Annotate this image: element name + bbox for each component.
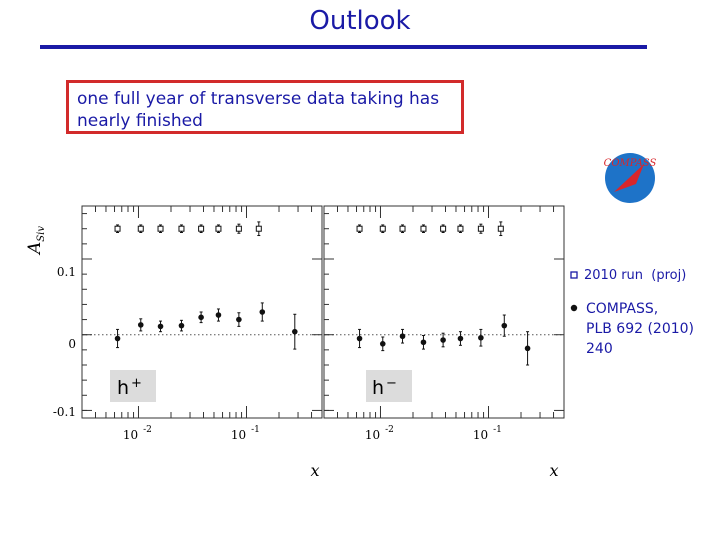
data-point-proj-square bbox=[399, 225, 406, 232]
data-point-proj-square bbox=[114, 225, 121, 232]
legend-filled-circle-marker bbox=[570, 304, 578, 312]
data-point-compass-circle bbox=[501, 322, 508, 329]
panel-label-h-plus: h + bbox=[110, 370, 156, 402]
data-point-compass-circle bbox=[198, 314, 204, 321]
panel-label-text: h − bbox=[372, 376, 397, 399]
slide-title: Outlook bbox=[309, 6, 411, 36]
plot-frame-h- bbox=[323, 205, 565, 419]
x-tick-label-p1-1e-1: 10 -1 bbox=[231, 425, 260, 442]
x-axis-label-panel-1: x bbox=[310, 461, 319, 480]
data-point-proj-square bbox=[477, 225, 484, 232]
x-tick-base: 10 bbox=[231, 428, 246, 442]
legend-label-2010-run: 2010 run (proj) bbox=[584, 268, 686, 283]
data-point-compass-circle bbox=[137, 322, 144, 328]
x-tick-base: 10 bbox=[123, 428, 138, 442]
legend-open-square-marker bbox=[570, 271, 578, 279]
data-point-proj-square bbox=[356, 225, 363, 232]
x-tick-exponent: -2 bbox=[143, 425, 152, 435]
data-point-compass-circle bbox=[379, 341, 386, 347]
legend-label-compass-line-2: PLB 692 (2010) bbox=[586, 321, 694, 337]
plot-frames bbox=[81, 205, 565, 419]
data-point-compass-circle bbox=[457, 335, 464, 342]
data-point-compass-circle bbox=[524, 345, 531, 352]
data-point-proj-square bbox=[235, 225, 242, 232]
compass-needle-icon bbox=[614, 164, 644, 192]
y-axis-label: ASiv bbox=[25, 226, 47, 256]
x-tick-exponent: -1 bbox=[493, 425, 502, 435]
panel-label-bg bbox=[366, 370, 412, 402]
callout-text: one full year of transverse data taking … bbox=[77, 89, 440, 131]
data-point-proj-square bbox=[420, 225, 427, 232]
data-point-proj-square bbox=[440, 225, 447, 232]
compass-logo: COMPASS bbox=[604, 153, 657, 203]
data-point-proj-square bbox=[497, 225, 504, 232]
callout-box: one full year of transverse data taking … bbox=[66, 80, 464, 134]
data-point-compass-circle bbox=[399, 333, 406, 340]
x-tick-base: 10 bbox=[365, 428, 380, 442]
data-point-compass-circle bbox=[178, 322, 185, 329]
data-point-compass-circle bbox=[259, 309, 266, 315]
legend: 2010 run (proj) COMPASS, PLB 692 (2010) … bbox=[570, 268, 694, 357]
data-point-proj-square bbox=[379, 225, 386, 232]
x-tick-label-p2-1e-1: 10 -1 bbox=[473, 425, 502, 442]
legend-label-compass-line-1: COMPASS, bbox=[586, 301, 658, 317]
sivers-asymmetry-chart: ASiv 0.1 0 -0.1 10 -2 10 -1 10 -2 10 -1 x x … bbox=[25, 205, 694, 480]
title-underline bbox=[40, 45, 647, 49]
x-axis-label-panel-2: x bbox=[549, 461, 558, 480]
x-tick-exponent: -2 bbox=[385, 425, 394, 435]
data-point-proj-square bbox=[215, 225, 222, 232]
data-point-compass-circle bbox=[236, 316, 242, 323]
panel-label-text: h + bbox=[117, 376, 142, 399]
data-point-compass-circle bbox=[420, 339, 427, 346]
x-tick-label-p1-1e-2: 10 -2 bbox=[123, 425, 152, 442]
data-point-compass-circle bbox=[157, 323, 164, 330]
x-tick-exponent: -1 bbox=[251, 425, 260, 435]
data-point-compass-circle bbox=[356, 335, 363, 342]
logo-wordmark: COMPASS bbox=[604, 158, 657, 169]
data-point-proj-square bbox=[255, 225, 262, 232]
data-point-compass-circle bbox=[215, 312, 222, 318]
panel-label-h-minus: h − bbox=[366, 370, 412, 402]
y-tick-label-0.1: 0.1 bbox=[57, 265, 76, 279]
panel-label-bg bbox=[110, 370, 156, 402]
data-point-proj-square bbox=[198, 225, 205, 232]
x-tick-label-p2-1e-2: 10 -2 bbox=[365, 425, 394, 442]
data-point-compass-circle bbox=[291, 328, 298, 335]
data-point-proj-square bbox=[178, 225, 185, 232]
axis-ticks bbox=[81, 206, 565, 418]
data-point-proj-square bbox=[137, 225, 144, 232]
legend-label-compass-line-3: 240 bbox=[586, 341, 613, 357]
plot-frame-h+ bbox=[81, 205, 323, 419]
y-tick-label-neg0.1: -0.1 bbox=[53, 405, 76, 419]
data-point-proj-square bbox=[457, 225, 464, 232]
x-tick-base: 10 bbox=[473, 428, 488, 442]
data-point-compass-circle bbox=[478, 334, 484, 341]
y-tick-label-0: 0 bbox=[68, 337, 76, 351]
data-point-proj-square bbox=[157, 225, 164, 232]
data-marks bbox=[114, 221, 531, 366]
data-point-compass-circle bbox=[440, 337, 446, 343]
data-point-compass-circle bbox=[114, 335, 121, 342]
